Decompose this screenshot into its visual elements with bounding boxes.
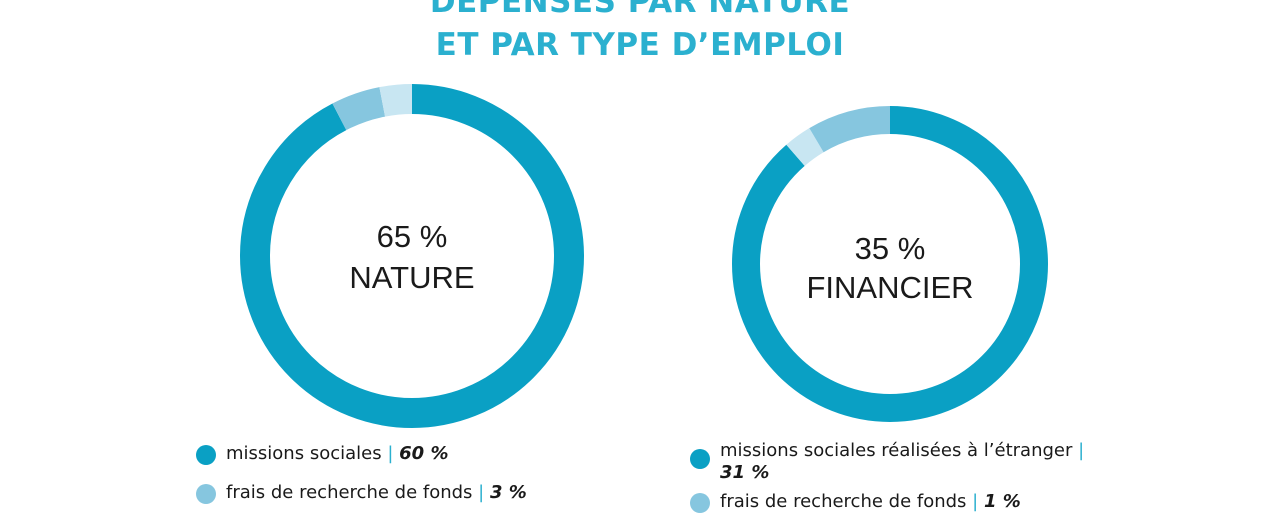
- legend-value: 3 %: [489, 482, 527, 503]
- legend-label: frais de recherche de fonds: [226, 482, 473, 503]
- legend-label: frais de recherche de fonds: [720, 491, 967, 512]
- legend-swatch: [690, 449, 710, 469]
- donut-chart-financier: 35 % FINANCIER: [732, 106, 1048, 422]
- legend-swatch: [690, 493, 710, 513]
- donut-slice-2: [732, 106, 1048, 422]
- donut-center-value: 65 %: [377, 219, 448, 254]
- chart-title-line-1: DÉPENSES PAR NATURE: [429, 0, 851, 20]
- chart-title-line-2: ET PAR TYPE D’EMPLOI: [435, 27, 845, 63]
- donut-center-value: 35 %: [855, 231, 926, 266]
- donut-slice-0: [240, 84, 584, 428]
- legend-swatch: [196, 484, 216, 504]
- legend-value: 1 %: [983, 491, 1021, 512]
- donut-center-label: FINANCIER: [806, 270, 973, 305]
- donut-slice-2: [240, 84, 584, 428]
- legend-swatch: [196, 445, 216, 465]
- legend-label: missions sociales réalisées à l’étranger: [720, 440, 1073, 461]
- legend-value: 31 %: [720, 462, 770, 483]
- legend-value: 60 %: [399, 443, 449, 464]
- legend-label: missions sociales: [226, 443, 382, 464]
- donut-center-label: NATURE: [349, 260, 474, 295]
- donut-chart-nature: 65 % NATURE: [240, 84, 584, 428]
